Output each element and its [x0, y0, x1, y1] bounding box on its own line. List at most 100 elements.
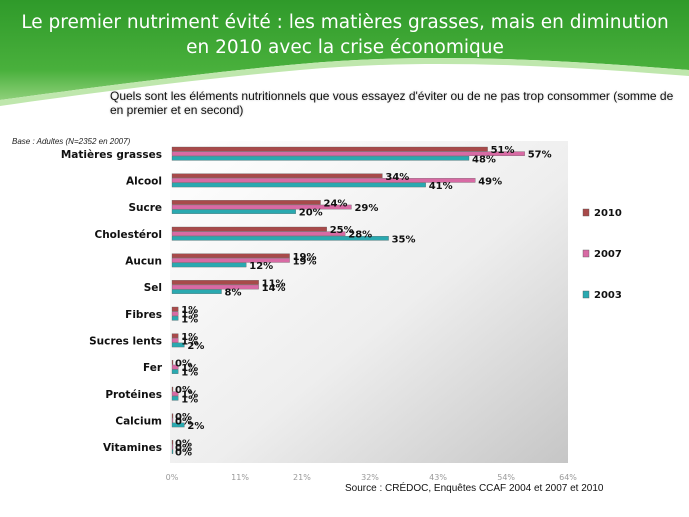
- value-label-fibres-2010: 1%: [181, 305, 198, 316]
- title-banner: [0, 0, 689, 106]
- category-label-fibres: Fibres: [125, 309, 162, 321]
- x-tick-label: 21%: [293, 473, 311, 482]
- bar-cholesterol-2007: [171, 231, 346, 236]
- value-label-aucun-2003: 12%: [249, 261, 273, 272]
- value-label-alcool-2007: 49%: [478, 176, 502, 187]
- bar-proteines-2010: [171, 386, 174, 392]
- value-label-fer-2010: 0%: [175, 358, 192, 369]
- value-label-aucun-2010: 19%: [293, 252, 317, 263]
- bar-calcium-2003: [171, 422, 185, 428]
- value-label-cholesterol-2007: 28%: [348, 230, 372, 241]
- value-label-matieres-grasses-2010: 51%: [491, 145, 515, 156]
- bar-aucun-2003: [171, 262, 247, 268]
- value-label-cholesterol-2010: 25%: [330, 225, 354, 236]
- bar-fibres-2010: [171, 306, 179, 312]
- value-label-proteines-2010: 0%: [175, 385, 192, 396]
- bar-sucres-lents-2003: [171, 342, 185, 348]
- value-label-vitamines-2003: 0%: [175, 448, 192, 459]
- bar-vitamines-2007: [171, 444, 174, 450]
- value-label-sel-2007: 14%: [262, 283, 286, 294]
- bar-alcool-2007: [171, 178, 476, 183]
- bar-aucun-2007: [171, 258, 290, 263]
- value-label-matieres-grasses-2003: 48%: [472, 154, 496, 165]
- chart-question: Quels sont les éléments nutritionnels qu…: [110, 89, 674, 117]
- bar-cholesterol-2010: [171, 226, 327, 232]
- bar-vitamines-2010: [171, 440, 174, 445]
- value-label-aucun-2007: 19%: [293, 256, 317, 267]
- category-label-sucre: Sucre: [128, 202, 162, 214]
- category-label-sel: Sel: [144, 282, 162, 294]
- value-label-fibres-2007: 1%: [181, 310, 198, 321]
- base-note: Base : Adultes (N=2352 en 2007): [12, 137, 131, 146]
- bar-sel-2003: [171, 289, 222, 294]
- x-tick-label: 64%: [559, 473, 577, 482]
- legend-label-2010: 2010: [594, 208, 622, 219]
- value-label-fer-2007: 1%: [181, 363, 198, 374]
- bar-matieres-grasses-2010: [171, 146, 488, 152]
- value-label-proteines-2007: 1%: [181, 390, 198, 401]
- plot-area: [170, 141, 568, 463]
- bar-cholesterol-2003: [171, 236, 389, 241]
- bar-alcool-2003: [171, 182, 426, 188]
- category-label-sucres-lents: Sucres lents: [89, 336, 162, 348]
- bar-vitamines-2003: [171, 449, 174, 454]
- bar-fer-2010: [171, 360, 174, 365]
- value-label-matieres-grasses-2007: 57%: [528, 150, 552, 161]
- value-label-calcium-2010: 0%: [175, 412, 192, 423]
- x-tick-label: 0%: [166, 473, 179, 482]
- value-label-sucres-lents-2003: 2%: [187, 341, 204, 352]
- category-label-cholesterol: Cholestérol: [95, 229, 163, 241]
- category-label-matieres-grasses: Matières grasses: [61, 149, 162, 161]
- bar-chart: Matières grasses Alcool Sucre Cholestérol Au…: [61, 141, 622, 482]
- legend-swatch-2003: [582, 290, 590, 299]
- bar-sucres-lents-2010: [171, 333, 179, 339]
- x-tick-label: 32%: [361, 473, 379, 482]
- value-label-sucres-lents-2010: 1%: [181, 332, 198, 343]
- bar-sucres-lents-2007: [171, 338, 179, 343]
- value-label-sel-2003: 8%: [225, 288, 242, 299]
- legend-label-2007: 2007: [594, 249, 622, 260]
- legend-swatch-2007: [582, 249, 590, 258]
- legend-swatch-2010: [582, 208, 590, 217]
- bar-calcium-2007: [171, 418, 174, 423]
- bar-sel-2010: [171, 280, 259, 285]
- value-label-sel-2010: 11%: [262, 278, 286, 289]
- bar-sucre-2003: [171, 209, 296, 214]
- value-label-fer-2003: 1%: [181, 368, 198, 379]
- category-label-vitamines: Vitamines: [103, 442, 162, 454]
- category-label-calcium: Calcium: [115, 416, 162, 428]
- value-label-alcool-2003: 41%: [429, 181, 453, 192]
- bar-proteines-2007: [171, 391, 179, 396]
- value-label-vitamines-2007: 0%: [175, 443, 192, 454]
- category-label-proteines: Protéines: [105, 389, 162, 401]
- value-label-fibres-2003: 1%: [181, 314, 198, 325]
- value-label-sucres-lents-2007: 1%: [181, 336, 198, 347]
- value-label-sucre-2010: 24%: [324, 198, 348, 209]
- value-label-alcool-2010: 34%: [385, 172, 409, 183]
- bar-sucre-2007: [171, 204, 352, 210]
- x-tick-label: 54%: [497, 473, 515, 482]
- bar-matieres-grasses-2003: [171, 156, 470, 161]
- bar-calcium-2010: [171, 413, 174, 419]
- bar-sel-2007: [171, 284, 259, 290]
- legend-label-2003: 2003: [594, 290, 622, 301]
- slide-title: Le premier nutriment évité : les matière…: [21, 12, 669, 58]
- value-label-calcium-2003: 2%: [187, 421, 204, 432]
- x-tick-label: 43%: [429, 473, 447, 482]
- category-label-aucun: Aucun: [125, 256, 162, 268]
- value-label-sucre-2003: 20%: [299, 208, 323, 219]
- category-label-alcool: Alcool: [126, 176, 162, 188]
- source-note: Source : CRÉDOC, Enquêtes CCAF 2004 et 2…: [345, 483, 604, 494]
- bar-sucre-2010: [171, 200, 321, 205]
- bar-fer-2003: [171, 369, 179, 374]
- value-label-cholesterol-2003: 35%: [392, 234, 416, 245]
- bar-fibres-2007: [171, 311, 179, 316]
- value-label-sucre-2007: 29%: [354, 203, 378, 214]
- bar-matieres-grasses-2007: [171, 151, 525, 156]
- value-label-vitamines-2010: 0%: [175, 438, 192, 449]
- x-tick-label: 11%: [231, 473, 249, 482]
- value-label-calcium-2007: 0%: [175, 416, 192, 427]
- bar-aucun-2010: [171, 253, 290, 259]
- bar-alcool-2010: [171, 173, 383, 179]
- category-label-fer: Fer: [143, 362, 163, 374]
